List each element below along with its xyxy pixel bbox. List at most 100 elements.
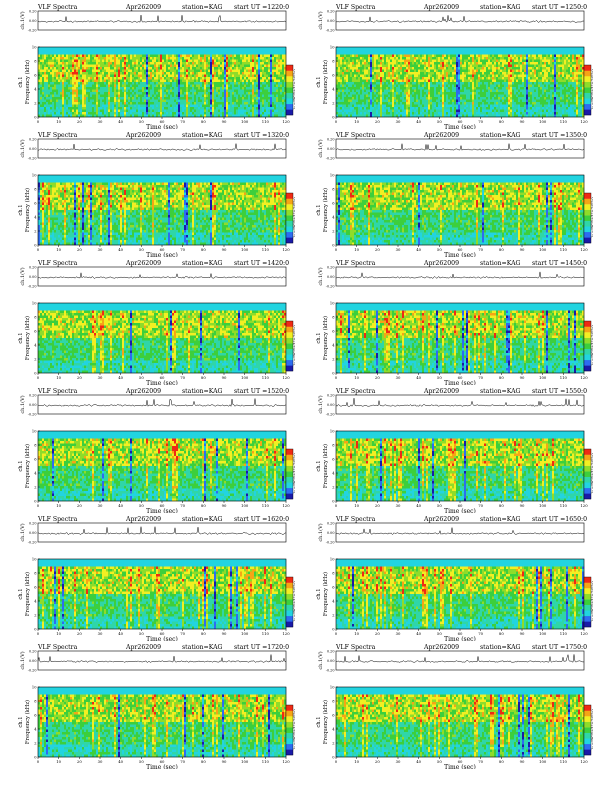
spectrogram-cell — [176, 72, 179, 75]
spectrogram-cell — [52, 47, 55, 50]
spectrogram-cell — [244, 67, 247, 70]
spectrogram-cell — [164, 97, 167, 100]
spectrogram-cell — [406, 77, 409, 80]
spectrogram-cell — [244, 109, 247, 113]
spectrogram-cell — [336, 52, 339, 55]
start-time-label: start UT =1220:0 — [234, 4, 289, 11]
spectrogram-cell — [162, 72, 165, 75]
spectrogram-cell — [376, 84, 379, 88]
spectrogram-cell — [202, 74, 205, 78]
spectrogram-cell — [348, 72, 351, 75]
spectrogram-cell — [202, 97, 205, 100]
spectrogram-cell — [386, 54, 389, 58]
spectrogram-cell — [280, 74, 283, 78]
spectrogram-cell — [282, 67, 285, 70]
spectrogram-cell — [84, 99, 87, 103]
spectrogram-cell — [220, 109, 223, 113]
spectrogram-cell — [384, 109, 387, 113]
spectrogram-cell — [138, 54, 141, 58]
spectrogram-cell — [336, 67, 339, 70]
spectrogram-cell — [208, 89, 211, 93]
spectrogram-cell — [188, 54, 191, 58]
spectrogram-cell — [96, 79, 99, 83]
spectrogram-cell — [154, 57, 157, 60]
trace-frame — [37, 10, 287, 31]
spectrogram-cell — [252, 62, 255, 65]
spectrogram-cell — [252, 57, 255, 60]
spectrogram-cell — [386, 112, 389, 115]
spectrogram-cell — [414, 112, 417, 115]
spectrogram-cell — [128, 49, 131, 53]
spectrogram-cell — [74, 49, 77, 53]
spectrogram-cell — [114, 87, 117, 90]
spectrogram-cell — [438, 52, 441, 55]
spectrogram-cell — [268, 77, 271, 80]
spectrogram-cell — [102, 84, 105, 88]
spectrogram-cell — [234, 87, 237, 90]
spectrogram-cell — [116, 99, 119, 103]
spectrogram-cell — [280, 92, 283, 95]
spectrogram-cell — [384, 47, 387, 50]
spectrogram-cell — [88, 102, 91, 105]
spectrogram-cell — [370, 54, 373, 58]
spectrogram-cell — [338, 94, 341, 98]
spectrogram-cell — [162, 52, 165, 55]
spectrogram-cell — [126, 104, 129, 108]
spectrogram-cell — [260, 67, 263, 70]
spectrogram-cell — [116, 47, 119, 50]
spectrogram-cell — [190, 69, 193, 73]
spectrogram-cell — [416, 69, 419, 73]
spectrogram-cell — [268, 114, 271, 118]
spectrogram-cell — [366, 109, 369, 113]
spectrogram-cell — [152, 49, 155, 53]
spectrogram-cell — [392, 49, 395, 53]
spectrogram-cell — [70, 109, 73, 113]
spectrogram-cell — [138, 92, 141, 95]
spectrogram-cell — [146, 57, 149, 60]
spectrogram-cell — [276, 69, 279, 73]
spectrogram-cell — [272, 72, 275, 75]
spectrogram-cell — [376, 49, 379, 53]
spectrogram-cell — [138, 94, 141, 98]
spectrogram-cell — [218, 64, 221, 68]
spectrogram-cell — [124, 82, 127, 85]
spectrogram-cell — [340, 84, 343, 88]
spectrogram-cell — [174, 89, 177, 93]
spectrogram-cell — [376, 107, 379, 110]
spectrogram-cell — [106, 79, 109, 83]
spectrogram-cell — [182, 102, 185, 105]
spectrogram-cell — [138, 67, 141, 70]
spectrogram-cell — [158, 67, 161, 70]
spectrogram-cell — [204, 59, 207, 63]
spectrogram-cell — [356, 74, 359, 78]
spectrogram-cell — [396, 67, 399, 70]
spectrogram-cell — [70, 64, 73, 68]
spectrogram-cell — [136, 112, 139, 115]
spectrogram-cell — [342, 107, 345, 110]
spectrogram-cell — [360, 107, 363, 110]
spectrogram-cell — [58, 99, 61, 103]
spectrogram-cell — [100, 104, 103, 108]
spectrogram-cell — [132, 72, 135, 75]
spectrogram-cell — [422, 49, 425, 53]
spectrogram-cell — [336, 62, 339, 65]
spectrogram-cell — [392, 64, 395, 68]
spectrogram-cell — [402, 107, 405, 110]
spectrogram-cell — [250, 64, 253, 68]
spectrogram-cell — [130, 64, 133, 68]
spectrogram-cell — [398, 87, 401, 90]
spectrogram-cell — [56, 97, 59, 100]
spectrogram-cell — [44, 114, 47, 118]
spectrogram-cell — [106, 102, 109, 105]
spectrogram-cell — [92, 82, 95, 85]
spectrogram-cell — [392, 87, 395, 90]
spectrogram-cell — [218, 107, 221, 110]
spectrogram-cell — [400, 47, 403, 50]
spectrogram-cell — [52, 69, 55, 73]
spectrogram-cell — [118, 99, 121, 103]
spectrogram-cell — [42, 77, 45, 80]
spectrogram-cell — [188, 74, 191, 78]
spectrogram-cell — [420, 62, 423, 65]
spectrogram-cell — [360, 77, 363, 80]
spectrogram-cell — [38, 87, 41, 90]
